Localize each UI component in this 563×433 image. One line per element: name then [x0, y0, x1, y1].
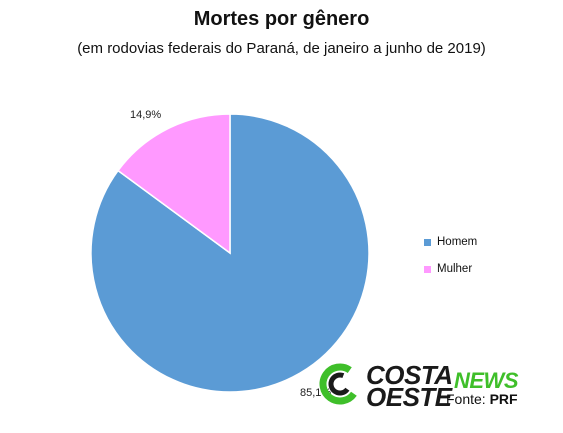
legend-swatch-mulher	[424, 265, 431, 273]
logo-news-text: NEWS	[454, 368, 519, 393]
legend-item-homem: Homem	[424, 236, 477, 248]
logo-c-icon	[319, 363, 361, 405]
data-label-mulher: 14,9%	[130, 109, 161, 121]
logo-costa-text: COSTA	[366, 360, 453, 390]
source-note: Fonte: PRF	[446, 391, 518, 407]
source-prefix: Fonte:	[446, 391, 490, 407]
costa-oeste-news-logo: COSTA OESTE NEWS	[318, 360, 533, 412]
legend-label-homem: Homem	[437, 236, 478, 248]
legend-label-mulher: Mulher	[437, 263, 473, 275]
legend-item-mulher: Mulher	[424, 263, 472, 275]
source-name: PRF	[489, 391, 518, 407]
chart-title: Mortes por gênero	[193, 8, 370, 30]
pie-slice-homem	[90, 113, 370, 393]
pie-slice-mulher	[117, 113, 231, 255]
logo-oeste-text: OESTE	[366, 382, 452, 412]
chart-subtitle: (em rodovias federais do Paraná, de jane…	[77, 40, 486, 57]
legend-swatch-homem	[424, 238, 431, 246]
